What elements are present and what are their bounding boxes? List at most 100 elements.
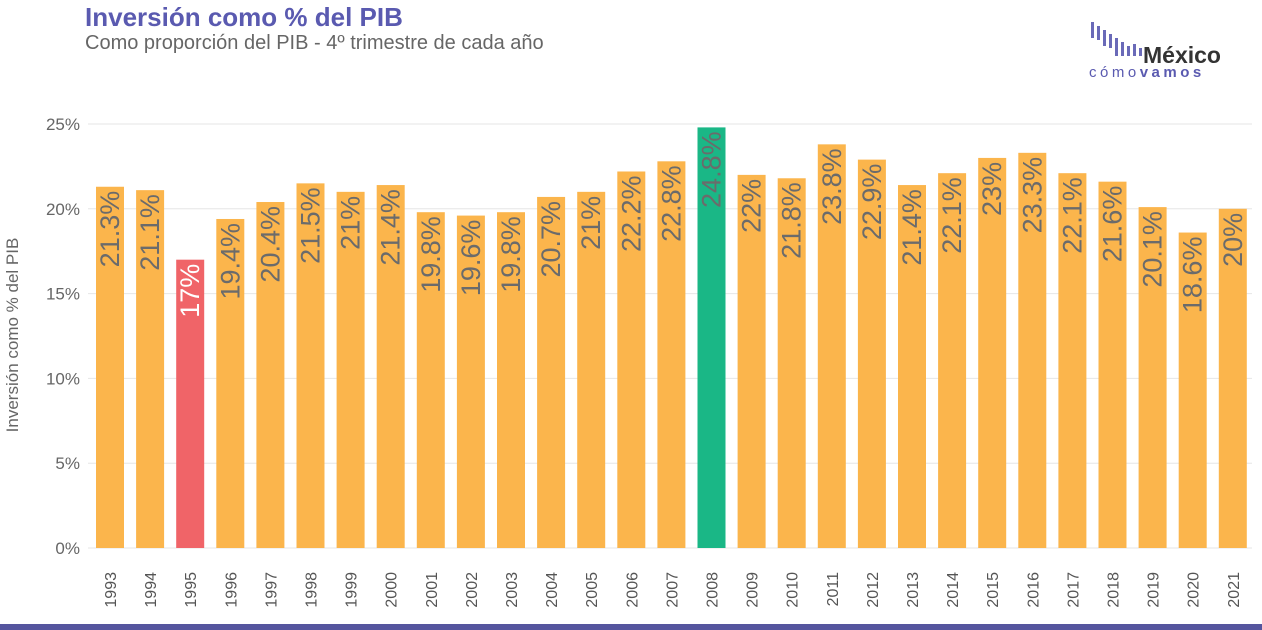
data-label: 23.3% xyxy=(1017,157,1047,234)
y-tick-label: 5% xyxy=(55,454,80,473)
bar xyxy=(1058,173,1087,548)
bar xyxy=(256,202,285,549)
logo-brand-sub: cómovamos xyxy=(1089,64,1205,81)
bar xyxy=(96,186,124,548)
bar xyxy=(136,190,165,549)
data-label: 20.4% xyxy=(255,206,285,283)
bars xyxy=(96,127,1247,549)
data-label: 22.8% xyxy=(656,165,686,242)
bar xyxy=(416,212,445,548)
data-label: 19.4% xyxy=(215,223,245,300)
chart-subtitle: Como proporción del PIB - 4º trimestre d… xyxy=(85,32,544,54)
y-tick-label: 20% xyxy=(46,200,80,219)
bar xyxy=(697,127,726,548)
x-tick-label: 2002 xyxy=(464,572,481,608)
x-tick-label: 2018 xyxy=(1106,572,1123,608)
x-tick-label: 2001 xyxy=(424,572,441,608)
y-tick-label: 25% xyxy=(46,115,80,134)
data-label: 20.7% xyxy=(536,201,566,278)
x-tick-label: 2013 xyxy=(905,572,922,608)
x-tick-label: 2004 xyxy=(544,572,561,608)
bar xyxy=(1178,232,1207,548)
bar xyxy=(537,196,566,549)
x-tick-label: 2010 xyxy=(785,572,802,608)
data-label: 21.1% xyxy=(135,194,165,271)
x-tick-label: 2009 xyxy=(745,572,762,608)
x-tick-label: 2019 xyxy=(1146,572,1163,608)
bar xyxy=(898,185,926,548)
bar xyxy=(216,218,245,548)
data-label: 17% xyxy=(175,264,205,318)
y-tick-label: 15% xyxy=(46,285,80,304)
bar xyxy=(176,259,205,548)
x-tick-label: 2021 xyxy=(1226,572,1243,608)
x-tick-label: 1995 xyxy=(183,572,200,608)
data-label: 19.8% xyxy=(416,216,446,293)
x-axis-ticks: 1993 1994 1995 1996 1997 1998 1999 2000 2001 2002… xyxy=(103,572,1243,608)
data-label: 21.4% xyxy=(897,189,927,266)
data-label: 24.8% xyxy=(697,131,727,208)
bar xyxy=(938,173,967,548)
x-tick-label: 2017 xyxy=(1065,572,1082,608)
y-axis-label: Inversión como % del PIB xyxy=(3,238,22,433)
x-tick-label: 2016 xyxy=(1025,572,1042,608)
data-label: 23.8% xyxy=(817,148,847,225)
mexico-como-vamos-logo: México cómovamos xyxy=(1085,18,1245,84)
data-label: 22.2% xyxy=(616,175,646,252)
data-label: 21.8% xyxy=(777,182,807,259)
logo-sub-bold: vamos xyxy=(1139,64,1205,81)
bar xyxy=(777,178,806,548)
y-tick-label: 10% xyxy=(46,369,80,388)
logo-sub-light: cómo xyxy=(1089,64,1140,81)
bar xyxy=(1098,181,1127,548)
x-tick-label: 1997 xyxy=(263,572,280,608)
bar xyxy=(456,215,485,549)
data-label: 21.4% xyxy=(376,189,406,266)
x-tick-label: 1994 xyxy=(143,572,160,608)
x-tick-label: 2008 xyxy=(705,572,722,608)
bar xyxy=(577,191,606,548)
logo-brand-main: México xyxy=(1143,42,1221,68)
x-tick-label: 1998 xyxy=(304,572,321,608)
data-label: 20% xyxy=(1218,213,1248,267)
x-tick-label: 2005 xyxy=(584,572,601,608)
x-tick-label: 2011 xyxy=(825,572,842,607)
x-tick-label: 2006 xyxy=(624,572,641,608)
bar xyxy=(617,171,646,548)
data-label: 22.1% xyxy=(1057,177,1087,254)
bar xyxy=(296,183,325,549)
bar xyxy=(497,212,525,548)
data-label: 19.8% xyxy=(496,216,526,293)
x-tick-label: 2003 xyxy=(504,572,521,608)
footer-band xyxy=(0,624,1262,630)
data-label: 22.9% xyxy=(857,164,887,241)
chart-title: Inversión como % del PIB xyxy=(85,2,403,32)
data-label: 21% xyxy=(576,196,606,250)
x-tick-label: 2012 xyxy=(865,572,882,608)
x-tick-label: 1996 xyxy=(223,572,240,608)
data-label: 20.1% xyxy=(1138,211,1168,288)
data-label: 21.6% xyxy=(1098,186,1128,263)
logo-bars-icon xyxy=(1089,18,1149,62)
y-tick-label: 0% xyxy=(55,539,80,558)
data-labels: 21.3% 21.1% 17% 19.4% 20.4% 21.5% 21% 21.4% 19.8… xyxy=(95,131,1248,317)
bar xyxy=(1138,207,1167,548)
data-label: 22.1% xyxy=(937,177,967,254)
bar xyxy=(817,144,846,549)
data-label: 21.5% xyxy=(296,187,326,264)
x-tick-label: 2020 xyxy=(1186,572,1203,608)
data-label: 18.6% xyxy=(1178,237,1208,314)
bar xyxy=(1218,208,1247,549)
bar xyxy=(737,174,766,548)
x-tick-label: 2014 xyxy=(945,572,962,608)
x-tick-label: 2007 xyxy=(664,572,681,608)
x-tick-label: 2015 xyxy=(985,572,1002,608)
bar xyxy=(1018,152,1047,548)
bar xyxy=(336,191,365,548)
data-label: 23% xyxy=(977,162,1007,216)
bar xyxy=(857,159,886,548)
data-label: 19.6% xyxy=(456,220,486,297)
data-label: 21.3% xyxy=(95,191,125,268)
bar xyxy=(657,161,686,548)
